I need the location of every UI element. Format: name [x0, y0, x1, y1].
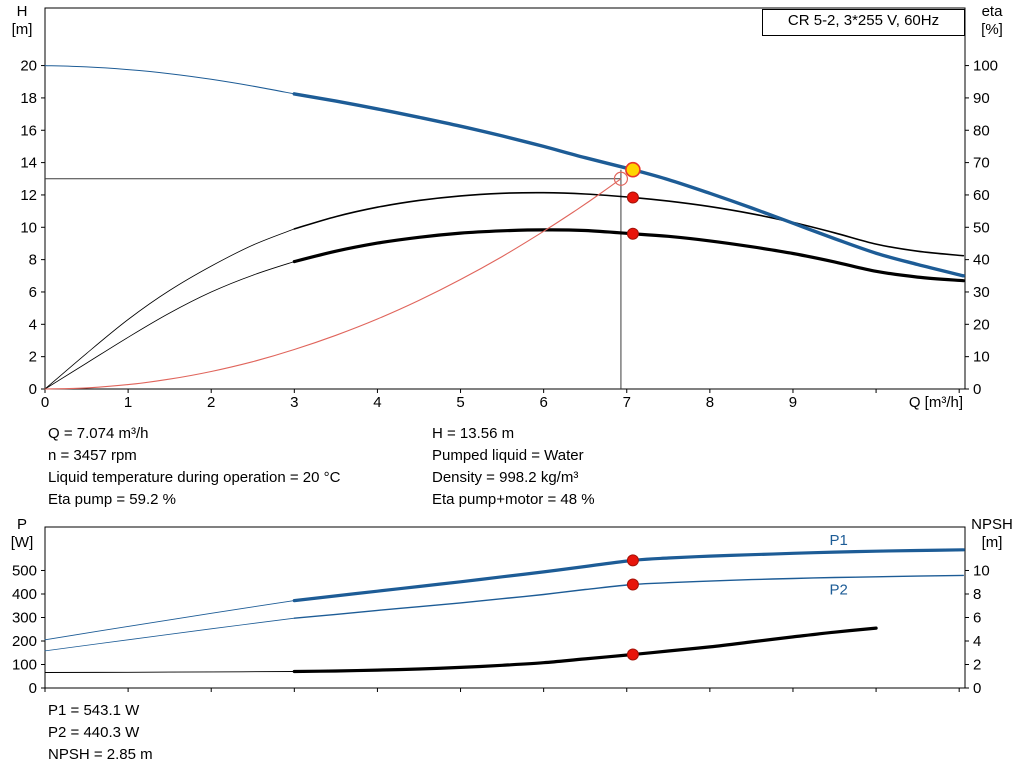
left-axis-tick-label: 0	[29, 680, 37, 697]
left-axis-tick-label: 4	[29, 316, 37, 333]
left-axis-tick-label: 18	[20, 90, 37, 107]
left-axis-tick-label: 300	[12, 609, 37, 626]
h-axis-title: H [m]	[0, 3, 44, 39]
right-axis-tick-label: 0	[973, 381, 981, 398]
right-axis-tick-label: 20	[973, 316, 990, 333]
p1-result-line: P1 = 543.1 W	[48, 702, 140, 719]
power-results-block: P1 = 543.1 W P2 = 440.3 W NPSH = 2.85 m	[48, 700, 153, 766]
pump-designation-box: CR 5-2, 3*255 V, 60Hz	[762, 9, 965, 36]
p-axis-title: P [W]	[0, 516, 44, 552]
right-axis-tick-label: 70	[973, 155, 990, 172]
h-axis-unit: [m]	[11, 21, 33, 38]
npsh-axis-title: NPSH [m]	[962, 516, 1022, 552]
npsh-curve-lead-in	[44, 671, 295, 673]
right-axis-tick-label: 90	[973, 90, 990, 107]
left-axis-tick-label: 2	[29, 349, 37, 366]
left-axis-tick-label: 400	[12, 586, 37, 603]
x-tick-label: 1	[124, 394, 132, 411]
q-value-line: Q = 7.074 m³/h	[48, 425, 149, 442]
density-line: Density = 998.2 kg/m³	[432, 469, 579, 486]
eta-axis-title: eta [%]	[966, 3, 1018, 39]
npsh-result-line: NPSH = 2.85 m	[48, 746, 153, 763]
x-tick-label: 9	[789, 394, 797, 411]
x-tick-label: 0	[41, 394, 49, 411]
p2-result-line: P2 = 440.3 W	[48, 724, 140, 741]
right-axis-tick-label: 30	[973, 284, 990, 301]
right-axis-tick-label: 100	[973, 58, 998, 75]
right-axis-tick-label: 8	[973, 586, 981, 603]
eta-pump-marker	[626, 191, 639, 204]
qh-eta-chart-plot[interactable]: 0 1 2 3 4 5 6 7 8 9024681012141618200102030405060…	[0, 0, 1024, 420]
right-axis-tick-label: 10	[973, 349, 990, 366]
p1-curve-lead-in	[44, 600, 295, 641]
npsh-axis-symbol: NPSH	[971, 516, 1013, 533]
right-axis-tick-label: 6	[973, 609, 981, 626]
x-tick-label: 2	[207, 394, 215, 411]
x-tick-label: 5	[456, 394, 464, 411]
right-axis-tick-label: 4	[973, 633, 981, 650]
right-axis-tick-label: 2	[973, 656, 981, 673]
eta-pump-line: Eta pump = 59.2 %	[48, 491, 176, 508]
x-tick-label: 4	[373, 394, 381, 411]
x-tick-label: 8	[706, 394, 714, 411]
right-axis-tick-label: 60	[973, 187, 990, 204]
left-axis-tick-label: 16	[20, 122, 37, 139]
p2-curve-lead-in	[44, 617, 295, 652]
p2-duty-marker	[626, 578, 639, 591]
duty-point-marker[interactable]	[625, 161, 641, 178]
eta-pump-motor-line: Eta pump+motor = 48 %	[432, 491, 595, 508]
x-tick-label: 6	[539, 394, 547, 411]
npsh-duty-marker	[626, 648, 639, 661]
right-axis-tick-label: 10	[973, 562, 990, 579]
pump-qh-curve-lead-in	[44, 65, 295, 95]
right-axis-tick-label: 80	[973, 122, 990, 139]
left-axis-tick-label: 6	[29, 284, 37, 301]
requested-duty-marker	[613, 171, 629, 186]
h-value-line: H = 13.56 m	[432, 425, 515, 442]
speed-value-line: n = 3457 rpm	[48, 447, 137, 464]
qh-eta-chart-frame	[44, 7, 966, 390]
left-axis-tick-label: 14	[20, 155, 37, 172]
eta-axis-symbol: eta	[981, 3, 1003, 20]
h-axis-symbol: H	[16, 3, 28, 20]
npsh-axis-unit: [m]	[981, 534, 1003, 551]
npsh-curve	[292, 626, 878, 674]
eta-pump-motor-marker	[626, 227, 639, 240]
system-curve	[44, 178, 622, 390]
left-axis-tick-label: 200	[12, 633, 37, 650]
p1-curve-label: P1	[829, 532, 847, 549]
p-axis-unit: [W]	[10, 534, 34, 551]
x-tick-label: 3	[290, 394, 298, 411]
left-axis-tick-label: 100	[12, 656, 37, 673]
left-axis-tick-label: 0	[29, 381, 37, 398]
p1-duty-marker	[626, 554, 639, 567]
x-tick-label: 7	[623, 394, 631, 411]
left-axis-tick-label: 10	[20, 219, 37, 236]
eta-pump-motor-curve-lead-in	[44, 261, 295, 390]
eta-pump-curve-lead-in	[44, 228, 295, 390]
right-axis-tick-label: 40	[973, 252, 990, 269]
p2-curve-label: P2	[829, 581, 847, 598]
left-axis-tick-label: 12	[20, 187, 37, 204]
power-npsh-chart-plot[interactable]: 0 100 200 300 400 500 0 2 4 6 8 10 P1 P2	[0, 512, 1024, 712]
duty-info-right-column: H = 13.56 m Pumped liquid = Water Densit…	[432, 423, 595, 511]
liquid-temperature-line: Liquid temperature during operation = 20…	[48, 469, 341, 486]
q-axis-title: Q [m³/h]	[908, 394, 963, 411]
right-axis-tick-label: 0	[973, 680, 981, 697]
pumped-liquid-line: Pumped liquid = Water	[432, 447, 584, 464]
p-axis-symbol: P	[16, 516, 27, 533]
eta-axis-unit: [%]	[981, 21, 1003, 38]
left-axis-tick-label: 8	[29, 252, 37, 269]
right-axis-tick-label: 50	[973, 219, 990, 236]
left-axis-tick-label: 500	[12, 562, 37, 579]
duty-info-left-column: Q = 7.074 m³/h n = 3457 rpm Liquid tempe…	[48, 423, 340, 511]
left-axis-tick-label: 20	[20, 58, 37, 75]
